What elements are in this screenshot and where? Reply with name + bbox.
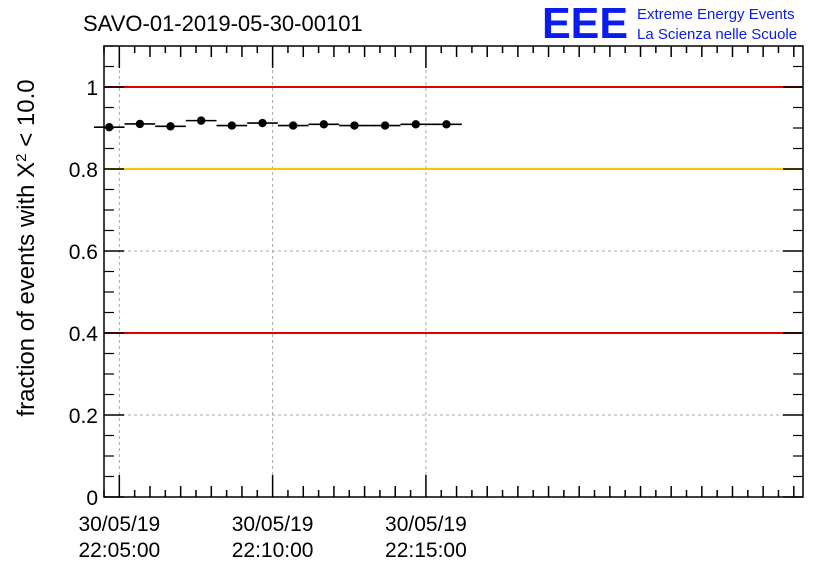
data-point-2 — [166, 122, 175, 131]
data-point-1 — [135, 119, 145, 129]
data-point-4 — [227, 121, 237, 130]
data-point-0 — [105, 122, 114, 132]
y-axis-label-suffix: < 10.0 — [13, 79, 40, 153]
y-axis-label-prefix: fraction of events with — [13, 178, 40, 417]
x-tick-date-2: 30/05/19 — [385, 513, 467, 536]
y-axis-label-symbol: X — [13, 162, 40, 178]
eee-logo: EEE Extreme Energy Events La Scienza nel… — [542, 0, 797, 48]
x-tick-date-1: 30/05/19 — [232, 513, 314, 536]
data-point-8 — [350, 121, 359, 130]
data-point-3 — [196, 116, 206, 125]
data-point-10 — [411, 120, 420, 129]
logo-line-1: Extreme Energy Events — [637, 6, 795, 23]
data-point-11 — [442, 120, 451, 129]
data-point-7 — [319, 120, 329, 129]
data-point-6 — [288, 121, 298, 130]
axes: 0 0.2 0.4 0.6 0.8 1 30/05/19 22:05:00 30/05/19 22… — [69, 45, 803, 562]
plot-frame — [103, 45, 804, 498]
x-tick-time-2: 22:15:00 — [385, 539, 467, 562]
y-tick-label-5: 1 — [86, 77, 98, 100]
chart-title: SAVO-01-2019-05-30-00101 — [83, 11, 363, 36]
data-point-9 — [380, 121, 390, 130]
grid — [104, 46, 803, 497]
y-axis-label-exponent: 2 — [13, 153, 30, 161]
reference-lines — [104, 86, 803, 334]
x-tick-date-0: 30/05/19 — [78, 513, 160, 536]
x-tick-time-1: 22:10:00 — [232, 539, 314, 562]
y-tick-label-4: 0.8 — [69, 159, 98, 182]
logo-line-2: La Scienza nelle Scuole — [637, 26, 797, 43]
y-axis-label: fraction of events with X2 < 10.0 — [13, 79, 41, 416]
data-series — [93, 116, 462, 132]
y-tick-label-1: 0.2 — [69, 405, 98, 428]
y-tick-label-3: 0.6 — [69, 241, 98, 264]
logo-mark: EEE — [542, 0, 628, 48]
y-tick-label-0: 0 — [86, 487, 98, 510]
data-point-5 — [258, 118, 267, 128]
y-tick-label-2: 0.4 — [69, 323, 99, 346]
x-tick-time-0: 22:05:00 — [78, 539, 160, 562]
